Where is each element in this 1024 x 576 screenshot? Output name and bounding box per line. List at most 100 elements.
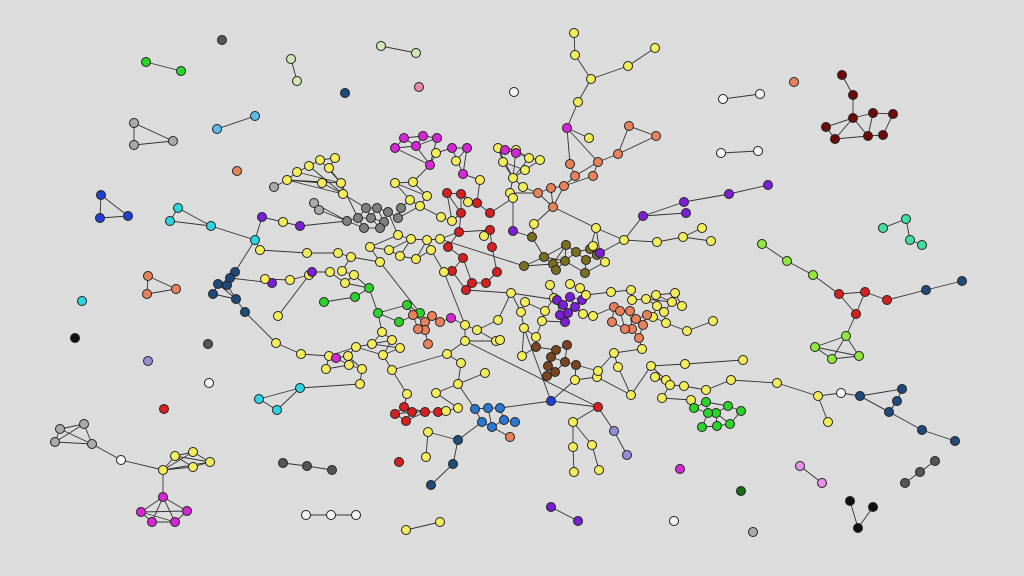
graph-node (669, 516, 679, 526)
graph-edge (776, 382, 819, 397)
graph-node (477, 417, 487, 427)
graph-edge (162, 451, 194, 471)
graph-node (726, 375, 736, 385)
graph-edge (391, 353, 448, 371)
graph-node (407, 407, 417, 417)
graph-node (570, 375, 580, 385)
graph-node (408, 177, 418, 187)
graph-node (422, 191, 432, 201)
graph-node (613, 362, 623, 372)
graph-edge (566, 127, 571, 165)
graph-node (855, 391, 865, 401)
graph-node (637, 344, 647, 354)
graph-node (851, 309, 861, 319)
graph-node (342, 216, 352, 226)
graph-node (55, 424, 65, 434)
graph-node (436, 212, 446, 222)
graph-node (304, 161, 314, 171)
graph-edge (814, 335, 847, 348)
graph-edge (380, 45, 417, 54)
graph-edge (550, 400, 599, 408)
graph-edge (464, 340, 599, 408)
graph-node (753, 146, 763, 156)
graph-node (395, 251, 405, 261)
graph-node (667, 297, 677, 307)
graph-node (188, 447, 198, 457)
graph-node (609, 426, 619, 436)
graph-node (565, 279, 575, 289)
graph-edge (650, 363, 686, 367)
graph-edge (234, 239, 256, 273)
graph-node (448, 459, 458, 469)
graph-node (606, 287, 616, 297)
graph-node (661, 318, 671, 328)
graph-node (442, 188, 452, 198)
graph-edge (642, 212, 687, 217)
graph-node (795, 461, 805, 471)
graph-node (296, 349, 306, 359)
graph-node (569, 467, 579, 477)
graph-node (136, 507, 146, 517)
graph-edge (296, 171, 342, 184)
graph-node (399, 402, 409, 412)
graph-edge (177, 207, 212, 227)
graph-node (327, 465, 337, 475)
graph-node (292, 76, 302, 86)
graph-edge (140, 510, 188, 513)
graph-node (772, 378, 782, 388)
graph-node (165, 216, 175, 226)
graph-node (383, 207, 393, 217)
graph-node (642, 310, 652, 320)
graph-node (845, 496, 855, 506)
graph-node (346, 252, 356, 262)
graph-node (472, 325, 482, 335)
graph-node (435, 234, 445, 244)
graph-node (565, 159, 575, 169)
graph-edge (340, 182, 359, 219)
graph-node (499, 415, 509, 425)
graph-node (697, 223, 707, 233)
graph-node (853, 523, 863, 533)
graph-node (892, 396, 902, 406)
graph-node (736, 486, 746, 496)
graph-node (70, 333, 80, 343)
graph-node (551, 265, 561, 275)
graph-node (627, 295, 637, 305)
graph-node (813, 391, 823, 401)
graph-edge (54, 441, 93, 445)
graph-node (681, 208, 691, 218)
graph-edge (318, 209, 348, 222)
graph-node (957, 276, 967, 286)
graph-node (411, 254, 421, 264)
graph-node (250, 111, 260, 121)
graph-node (333, 248, 343, 258)
graph-node (147, 517, 157, 527)
graph-edge (465, 289, 512, 294)
graph-node (355, 379, 365, 389)
graph-node (479, 231, 489, 241)
graph-node (441, 406, 451, 416)
graph-node (357, 364, 367, 374)
graph-edge (276, 387, 301, 411)
graph-node (516, 307, 526, 317)
graph-node (406, 234, 416, 244)
graph-node (573, 97, 583, 107)
graph-node (854, 351, 864, 361)
graph-node (260, 274, 270, 284)
graph-node (495, 403, 505, 413)
graph-node (158, 492, 168, 502)
graph-edge (642, 201, 685, 217)
graph-edge (550, 379, 576, 402)
graph-node (562, 123, 572, 133)
graph-node (487, 242, 497, 252)
graph-node (679, 197, 689, 207)
graph-node (373, 308, 383, 318)
graph-node (546, 502, 556, 512)
graph-node (848, 113, 858, 123)
graph-edge (323, 296, 356, 303)
graph-node (87, 439, 97, 449)
graph-node (810, 342, 820, 352)
graph-node (331, 353, 341, 363)
graph-node (375, 223, 385, 233)
graph-node (677, 301, 687, 311)
